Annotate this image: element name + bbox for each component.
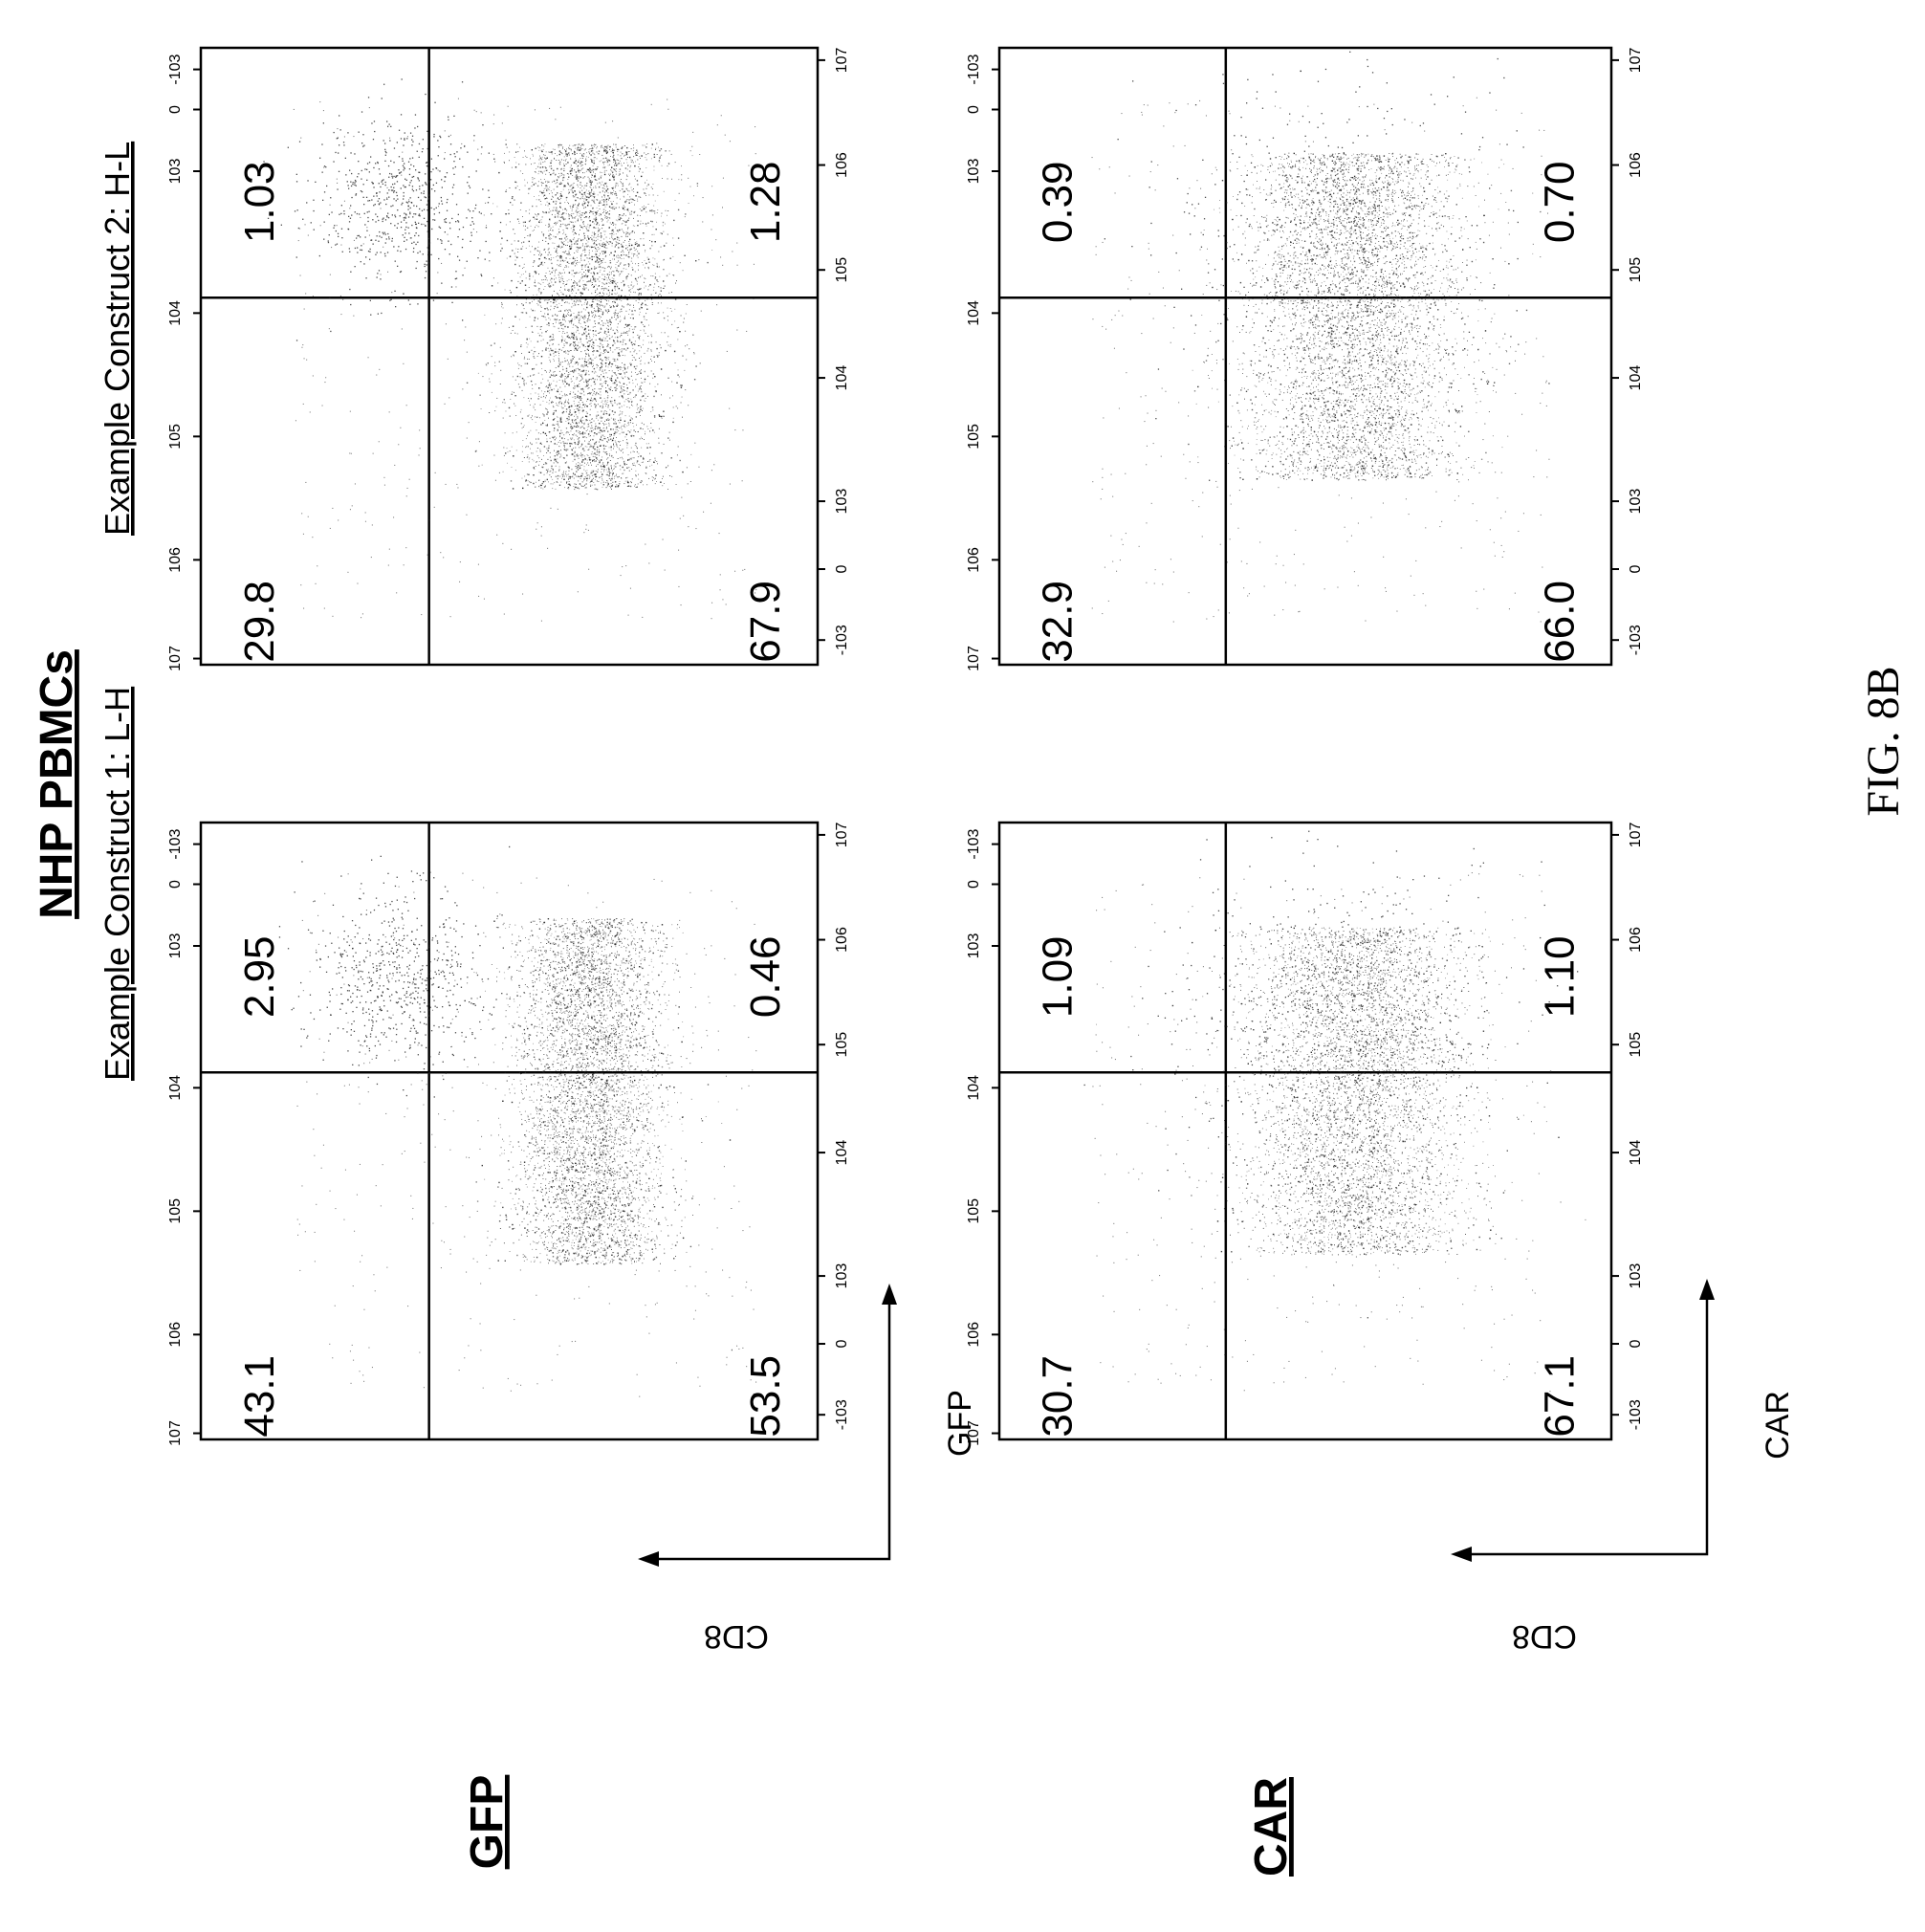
quadrant-label-upper-right: 1.03	[236, 161, 283, 243]
x-tick-label: 107	[1628, 822, 1644, 847]
plots-layer: 43.1 2.95 53.5 0.46 -103 0 103 104 105 106 107 -103…	[167, 46, 1644, 1446]
quadrant-label-lower-right: 0.70	[1536, 161, 1583, 243]
x-axis-title-gfp: GFP	[942, 1390, 978, 1457]
y-tick-label: 103	[966, 933, 982, 959]
y-tick-label: 107	[966, 646, 982, 671]
plot-frame	[997, 821, 1613, 1441]
y-tick-label: 0	[167, 880, 184, 889]
y-tick-label: 104	[167, 300, 184, 326]
y-tick-label: -103	[966, 828, 982, 859]
x-tick-label: -103	[834, 625, 850, 655]
x-tick-label: 104	[834, 1140, 850, 1166]
y-tick-label: 0	[966, 105, 982, 114]
x-tick-label: 103	[1628, 1263, 1644, 1289]
flow-plot-3: 30.7 1.09 67.1 1.10 -103 0 103 104 105 106 107 -103…	[966, 821, 1644, 1446]
x-tick-label: 107	[834, 822, 850, 847]
quadrant-label-lower-right: 0.46	[742, 935, 789, 1018]
figure-caption: FIG. 8B	[1858, 666, 1909, 816]
x-tick-label: 0	[1628, 1339, 1644, 1348]
y-tick-label: 106	[167, 1322, 184, 1348]
x-tick-label: 106	[834, 152, 850, 178]
x-tick-label: 105	[1628, 1032, 1644, 1058]
row-label-gfp: GFP	[462, 1775, 513, 1870]
y-tick-label: -103	[966, 54, 982, 84]
x-tick-label: 0	[834, 564, 850, 573]
quadrant-label-lower-left: 67.1	[1536, 1355, 1583, 1438]
row-label-car: CAR	[1246, 1777, 1297, 1877]
x-tick-label: 103	[834, 489, 850, 515]
y-tick-label: 104	[966, 1075, 982, 1101]
x-tick-label: 104	[1628, 1140, 1644, 1166]
y-tick-label: 107	[966, 1420, 982, 1446]
column-title-construct-2: Example Construct 2: H-L	[98, 142, 137, 536]
event-dots	[1083, 830, 1586, 1393]
flow-plot-4: 32.9 0.39 66.0 0.70 -103 0 103 104 105 106 107 -103…	[966, 46, 1644, 671]
quadrant-label-lower-left: 53.5	[742, 1355, 789, 1438]
y-axis-title-cd8-car: CD8	[1512, 1618, 1577, 1655]
y-axis-title-cd8-gfp: CD8	[704, 1618, 769, 1655]
y-tick-label: 105	[966, 424, 982, 450]
x-tick-label: -103	[834, 1399, 850, 1430]
flow-plot-1: 43.1 2.95 53.5 0.46 -103 0 103 104 105 106 107 -103…	[167, 821, 850, 1446]
x-axis-title-car: CAR	[1760, 1391, 1796, 1460]
quadrant-label-upper-left: 29.8	[236, 581, 283, 663]
y-tick-label: 103	[167, 159, 184, 185]
quadrant-label-lower-right: 1.28	[742, 161, 789, 243]
axis-arrows-gfp	[638, 1284, 897, 1567]
y-tick-label: 104	[167, 1075, 184, 1101]
y-tick-label: 103	[966, 159, 982, 185]
y-tick-label: 104	[966, 300, 982, 326]
y-tick-label: 106	[966, 1322, 982, 1348]
y-tick-label: 105	[167, 424, 184, 450]
plot-frame	[199, 821, 820, 1441]
plot-frame	[199, 46, 820, 667]
x-tick-label: 107	[834, 47, 850, 73]
y-tick-label: 107	[167, 646, 184, 671]
x-tick-label: 104	[834, 365, 850, 391]
y-tick-label: 106	[966, 547, 982, 573]
x-tick-label: -103	[1628, 1399, 1644, 1430]
flow-plot-2: 29.8 1.03 67.9 1.28 -103 0 103 104 105 106 107 -103…	[167, 46, 850, 671]
x-tick-label: 103	[1628, 489, 1644, 515]
x-tick-label: 103	[834, 1263, 850, 1289]
y-tick-label: 103	[167, 933, 184, 959]
event-dots	[278, 845, 757, 1397]
y-tick-label: -103	[167, 828, 184, 859]
column-title-construct-1: Example Construct 1: L-H	[98, 687, 137, 1081]
x-tick-label: 104	[1628, 365, 1644, 391]
quadrant-label-lower-left: 66.0	[1536, 581, 1583, 663]
plot-frame	[997, 46, 1613, 667]
quadrant-label-lower-left: 67.9	[742, 581, 789, 663]
quadrant-label-upper-left: 32.9	[1035, 581, 1082, 663]
quadrant-label-upper-right: 0.39	[1035, 161, 1082, 243]
x-tick-label: 105	[1628, 257, 1644, 283]
x-tick-label: 0	[834, 1339, 850, 1348]
y-tick-label: 0	[966, 880, 982, 889]
x-tick-label: 106	[1628, 927, 1644, 953]
y-tick-label: 106	[167, 547, 184, 573]
figure-title: NHP PBMCs	[32, 649, 82, 919]
y-tick-label: 107	[167, 1420, 184, 1446]
x-tick-label: 105	[834, 1032, 850, 1058]
x-tick-label: -103	[1628, 625, 1644, 655]
y-tick-label: 0	[167, 105, 184, 114]
y-tick-label: 105	[167, 1198, 184, 1224]
event-dots	[263, 78, 757, 622]
quadrant-label-upper-right: 1.09	[1035, 935, 1082, 1018]
quadrant-label-upper-left: 30.7	[1035, 1355, 1082, 1438]
x-tick-label: 106	[834, 927, 850, 953]
x-tick-label: 107	[1628, 47, 1644, 73]
quadrant-label-lower-right: 1.10	[1536, 935, 1583, 1018]
quadrant-label-upper-right: 2.95	[236, 935, 283, 1018]
axis-arrows-car	[1451, 1279, 1715, 1562]
x-tick-label: 106	[1628, 152, 1644, 178]
x-tick-label: 105	[834, 257, 850, 283]
x-tick-label: 0	[1628, 564, 1644, 573]
y-tick-label: 105	[966, 1198, 982, 1224]
quadrant-label-upper-left: 43.1	[236, 1355, 283, 1438]
y-tick-label: -103	[167, 54, 184, 84]
event-dots	[1091, 51, 1550, 623]
